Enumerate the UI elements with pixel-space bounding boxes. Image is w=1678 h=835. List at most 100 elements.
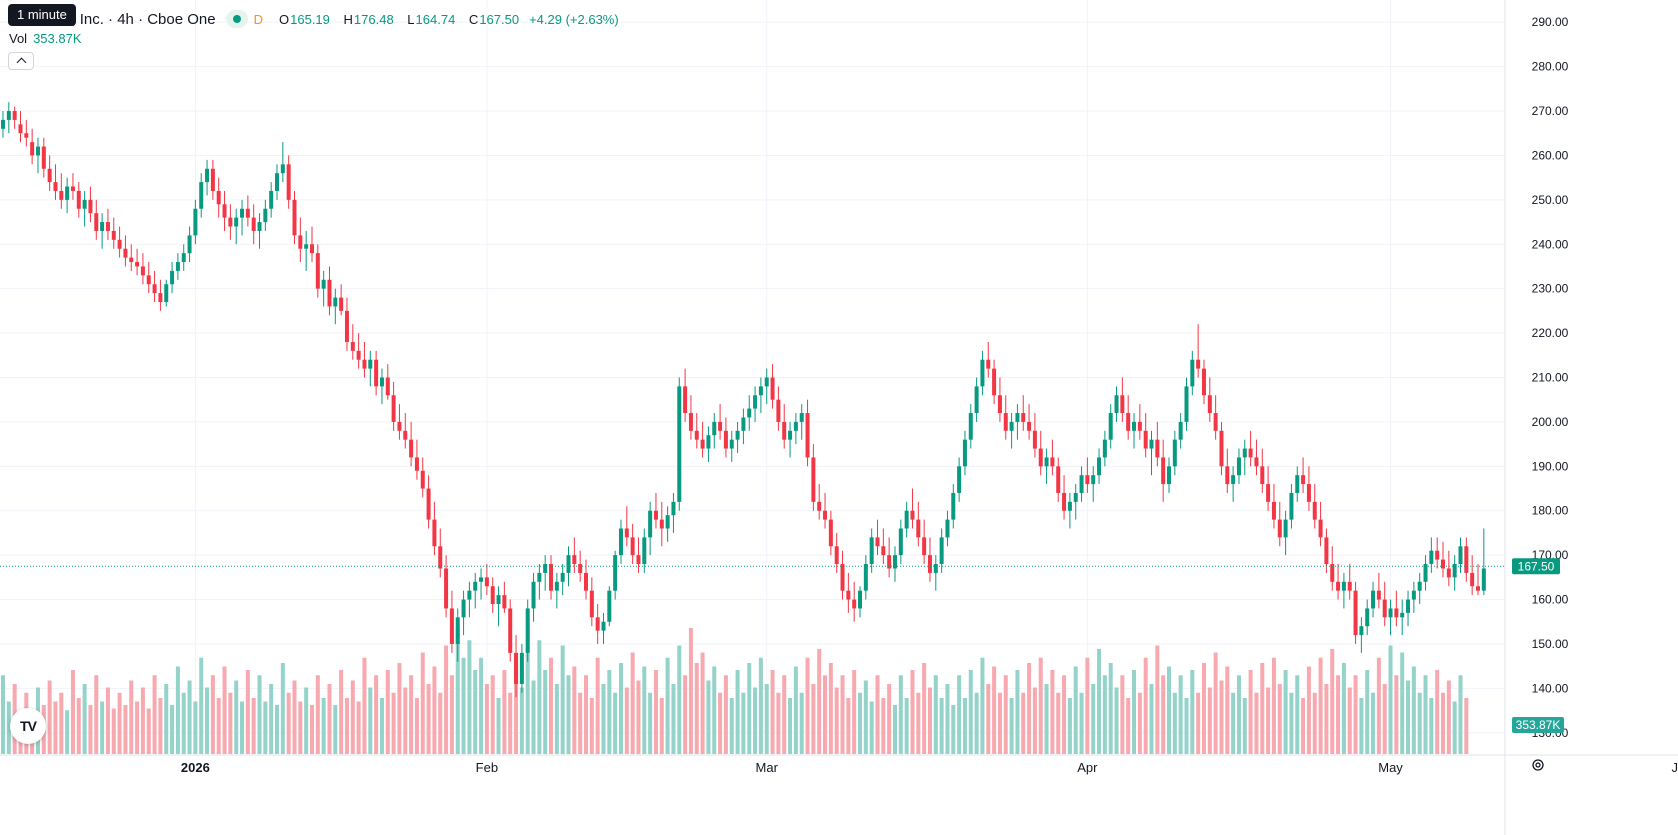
candle	[630, 524, 635, 565]
volume-bar	[1400, 652, 1405, 754]
candle	[1207, 377, 1212, 422]
candle-body	[414, 457, 419, 471]
volume-bar	[1021, 692, 1026, 754]
candle-body	[94, 213, 99, 231]
volume-bar	[1382, 684, 1387, 754]
candle	[473, 572, 478, 609]
candle-body	[858, 590, 863, 609]
volume-bar	[397, 663, 402, 754]
candle-body	[788, 430, 793, 440]
collapse-legend-button[interactable]	[8, 52, 34, 70]
y-tick-label: 220.00	[1532, 326, 1569, 340]
volume-bar	[432, 666, 437, 754]
volume-bar	[618, 663, 623, 754]
volume-bar	[47, 680, 52, 754]
candle	[286, 155, 291, 209]
candle-body	[333, 297, 338, 307]
volume-bar	[280, 663, 285, 754]
volume-bar	[700, 652, 705, 754]
volume-bar	[1067, 698, 1072, 754]
volume-bar	[823, 675, 828, 754]
volume-bar	[473, 670, 478, 754]
candle-body	[846, 590, 851, 600]
volume-bar	[648, 692, 653, 754]
logo-text: TV	[20, 718, 37, 734]
volume-bar	[863, 680, 868, 754]
volume-bar	[1347, 687, 1352, 754]
volume-bar	[1254, 692, 1259, 754]
candle	[327, 266, 332, 316]
candle	[269, 182, 274, 218]
candle-body	[397, 421, 402, 431]
tradingview-logo[interactable]: TV	[10, 708, 46, 744]
candle	[76, 182, 81, 218]
candle-body	[403, 430, 408, 440]
candle-body	[840, 564, 845, 591]
volume-bar	[858, 692, 863, 754]
y-tick-label: 230.00	[1532, 282, 1569, 296]
volume-bar	[1359, 698, 1364, 754]
x-tick-label: Feb	[476, 760, 498, 775]
price-axis[interactable]: 130.00140.00150.00160.00170.00180.00190.…	[1532, 15, 1569, 740]
candle-body	[1067, 501, 1072, 511]
x-tick-label: Apr	[1077, 760, 1098, 775]
candle-body	[1114, 395, 1119, 414]
volume-bar	[525, 652, 530, 754]
volume-bar	[181, 692, 186, 754]
candle-body	[1394, 608, 1399, 618]
candle	[968, 404, 973, 449]
volume-bar	[630, 652, 635, 754]
volume-bar	[1102, 675, 1107, 754]
close-key: C	[468, 11, 479, 27]
candle-body	[1260, 466, 1265, 485]
candle	[1213, 395, 1218, 440]
candle-body	[1306, 484, 1311, 502]
volume-bar	[811, 684, 816, 754]
volume-bar	[1196, 692, 1201, 754]
candle-body	[1365, 608, 1370, 627]
candle-body	[799, 413, 804, 422]
y-tick-label: 200.00	[1532, 415, 1569, 429]
y-tick-label: 140.00	[1532, 681, 1569, 695]
candle	[216, 177, 221, 218]
volume-bar	[805, 657, 810, 754]
volume-bar	[1009, 698, 1014, 754]
candle	[957, 457, 962, 502]
candle-body	[694, 430, 699, 440]
data-badge[interactable]: D	[253, 11, 263, 27]
candle	[951, 484, 956, 529]
y-tick-label: 270.00	[1532, 104, 1569, 118]
gear-icon[interactable]	[1531, 758, 1545, 772]
volume-bar	[1027, 663, 1032, 754]
candle	[1009, 413, 1014, 449]
candle-body	[245, 208, 250, 218]
market-status-badge[interactable]	[225, 10, 248, 28]
candle	[887, 537, 892, 578]
candle-body	[438, 546, 443, 569]
volume-bar	[1406, 680, 1411, 754]
volume-bar	[100, 701, 105, 754]
candle	[1458, 537, 1463, 573]
candle	[1155, 421, 1160, 467]
volume-bar	[957, 675, 962, 754]
candle	[1167, 457, 1171, 493]
candle	[741, 408, 746, 445]
volume-bar	[945, 684, 950, 754]
candle-body	[1236, 457, 1241, 476]
candle-body	[636, 555, 641, 565]
candle-body	[630, 537, 635, 556]
candle	[1301, 457, 1306, 493]
candle	[1324, 528, 1329, 573]
time-axis[interactable]: 2026 Feb Mar Apr May Jun	[181, 760, 1678, 775]
volume-bar	[1324, 684, 1329, 754]
candle-body	[263, 208, 268, 223]
volume-label[interactable]: Vol	[9, 31, 28, 46]
volume-bar	[65, 710, 70, 754]
volume-bar	[554, 684, 559, 754]
candle-body	[700, 439, 705, 449]
high-key: H	[343, 11, 353, 27]
volume-bar	[1073, 666, 1078, 754]
